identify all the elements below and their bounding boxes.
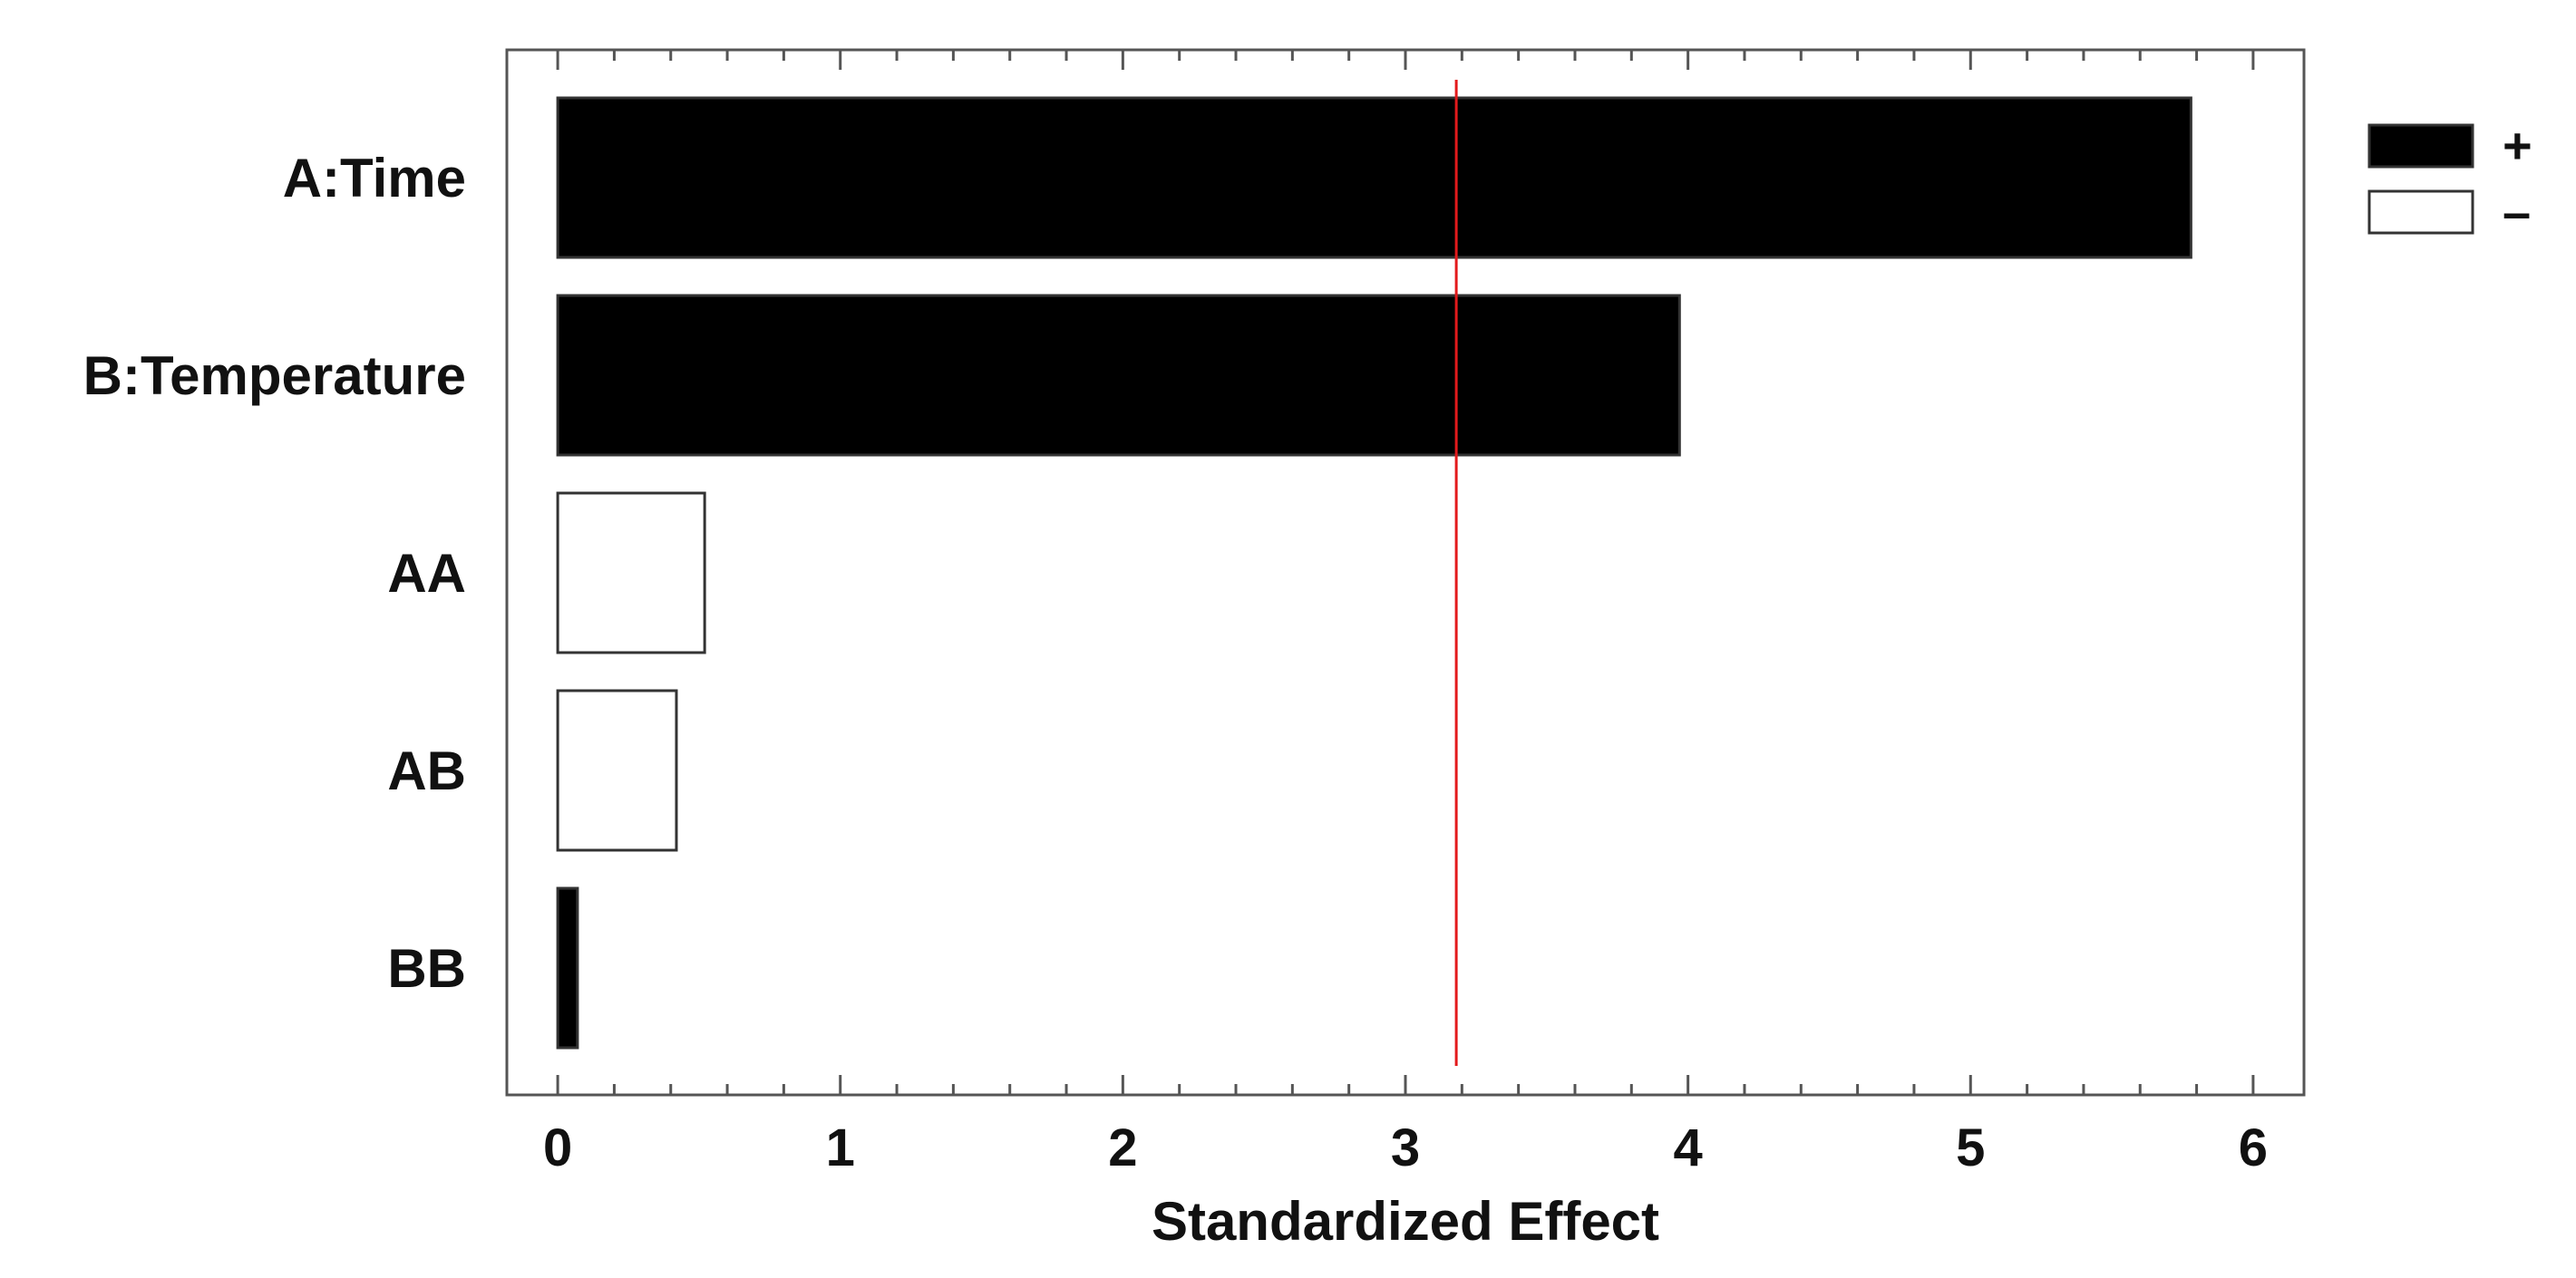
x-tick-label: 6 bbox=[2239, 1118, 2268, 1177]
bar-a-time bbox=[556, 96, 2192, 259]
x-tick-label: 0 bbox=[543, 1118, 572, 1177]
x-tick-label: 2 bbox=[1108, 1118, 1137, 1177]
x-tick-labels: 0 1 2 3 4 5 6 bbox=[543, 1118, 2268, 1177]
category-labels: A:Time B:Temperature AA AB BB bbox=[83, 148, 466, 999]
legend: +– bbox=[2367, 117, 2532, 240]
x-axis-title: Standardized Effect bbox=[1152, 1191, 1659, 1252]
x-tick-label: 3 bbox=[1391, 1118, 1420, 1177]
category-label: B:Temperature bbox=[83, 345, 466, 406]
bar-ab bbox=[556, 689, 678, 852]
bar-aa bbox=[556, 491, 706, 654]
x-tick-label: 1 bbox=[826, 1118, 855, 1177]
legend-label: – bbox=[2503, 183, 2531, 240]
minor-ticks bbox=[556, 50, 2255, 1095]
x-tick-label: 5 bbox=[1956, 1118, 1985, 1177]
category-label: AA bbox=[387, 543, 466, 604]
bars bbox=[556, 96, 2192, 1050]
bar-b-temperature bbox=[556, 294, 1681, 457]
category-label: AB bbox=[387, 741, 466, 801]
x-tick-label: 4 bbox=[1674, 1118, 1703, 1177]
legend-label: + bbox=[2503, 117, 2532, 174]
category-label: A:Time bbox=[283, 148, 466, 208]
category-label: BB bbox=[387, 938, 466, 999]
bar-bb bbox=[556, 886, 579, 1050]
legend-swatch-positive bbox=[2367, 123, 2474, 169]
legend-swatch-negative bbox=[2367, 189, 2474, 235]
